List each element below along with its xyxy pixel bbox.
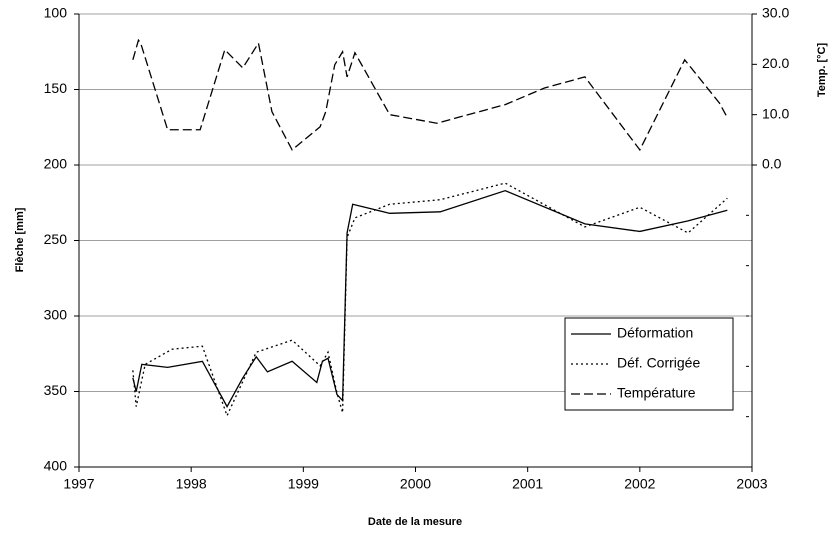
y2-tick-label: 10.0 — [762, 105, 789, 121]
y-tick-label: 350 — [44, 382, 68, 398]
x-tick-label: 2003 — [736, 476, 767, 492]
legend-label: Déformation — [617, 325, 693, 341]
y2-tick-label: 0.0 — [762, 156, 782, 172]
legend — [564, 317, 734, 411]
series-line — [132, 182, 728, 418]
legend-label: Déf. Corrigée — [617, 355, 700, 371]
x-tick-label: 2000 — [400, 476, 431, 492]
x-tick-label: 1998 — [176, 476, 207, 492]
y-tick-label: 400 — [44, 458, 68, 474]
y-tick-label: 150 — [44, 80, 68, 96]
y-tick-label: 300 — [44, 307, 68, 323]
y2-tick-label: 30.0 — [762, 5, 789, 21]
y-tick-label: 200 — [44, 156, 68, 172]
x-axis-label: Date de la mesure — [368, 516, 462, 528]
y-tick-label: 250 — [44, 231, 68, 247]
x-tick-label: 2001 — [512, 476, 543, 492]
y2-tick-label: 20.0 — [762, 55, 789, 71]
legend-label: Température — [617, 385, 696, 401]
x-tick-label: 2002 — [624, 476, 655, 492]
y-axis-label: Flèche [mm] — [14, 207, 26, 272]
series-line — [132, 189, 728, 408]
x-tick-label: 1999 — [288, 476, 319, 492]
x-tick-label: 1997 — [63, 476, 94, 492]
y2-axis-label: Temp. [°C] — [816, 43, 828, 98]
series-line — [132, 38, 728, 152]
y-tick-label: 100 — [44, 5, 68, 21]
